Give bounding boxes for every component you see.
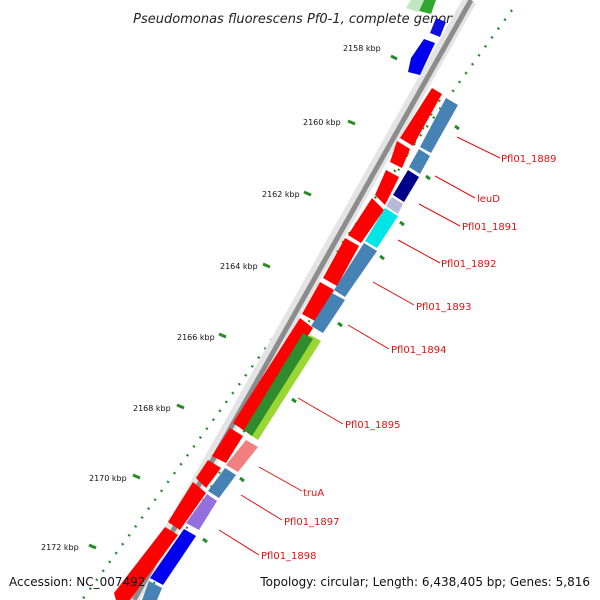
strand-tick [399, 220, 405, 227]
cds-feature [196, 460, 221, 488]
cds-feature [400, 88, 442, 146]
tick-mark [132, 473, 141, 480]
gene-label: Pfl01_1889 [501, 154, 557, 165]
strand-tick [454, 124, 460, 131]
cds-feature [323, 238, 359, 286]
forward-strand-features [114, 88, 442, 600]
cds-feature [226, 440, 258, 472]
cds-feature [311, 293, 345, 333]
cds-feature [168, 482, 206, 530]
reverse-strand-features [142, 98, 458, 600]
strand-tick [291, 397, 297, 404]
cds-feature [409, 149, 430, 174]
gene-label: leuD [477, 194, 500, 205]
leader-line [434, 175, 476, 199]
cds-feature [114, 527, 178, 600]
leader-line [418, 203, 461, 227]
cds-feature [408, 39, 435, 75]
leader-line [347, 324, 390, 350]
strand-tick [425, 174, 431, 181]
tick-label: 2164 kbp [220, 262, 258, 271]
cds-feature [233, 318, 313, 432]
cds-feature [419, 0, 436, 14]
cds-feature [348, 198, 384, 243]
genome-summary: Topology: circular; Length: 6,438,405 bp… [259, 575, 590, 589]
gene-label: Pfl01_1893 [416, 302, 472, 313]
cds-feature [186, 494, 217, 530]
gene-label: Pfl01_1895 [345, 420, 401, 431]
cds-feature [208, 468, 236, 498]
cds-feature [390, 141, 410, 168]
cds-feature [212, 428, 243, 463]
cds-feature [375, 170, 399, 205]
cds-feature [244, 333, 313, 436]
strand-tick [239, 476, 245, 483]
strand-ticks [202, 124, 460, 544]
leader-line [240, 494, 283, 521]
map-title: Pseudomonas fluorescens Pf0-1, complete … [133, 12, 467, 27]
cds-feature [302, 282, 334, 322]
cds-feature [334, 243, 377, 297]
tick-label: 2162 kbp [262, 190, 300, 199]
tick-mark [347, 119, 356, 126]
strand-tick [379, 254, 385, 261]
cds-feature [365, 208, 398, 248]
tick-label: 2158 kbp [343, 44, 381, 53]
tick-label: 2172 kbp [41, 543, 79, 552]
tick-mark [176, 403, 185, 410]
leader-line [372, 281, 415, 306]
cds-feature [150, 529, 196, 585]
cds-feature [386, 197, 403, 214]
gene-label: Pfl01_1897 [284, 517, 340, 528]
tick-mark [390, 54, 398, 61]
tick-label: 2160 kbp [303, 118, 341, 127]
leader-line [397, 239, 441, 264]
outer-dotted-ring [80, 9, 514, 600]
cds-feature [393, 170, 419, 202]
strand-tick [202, 537, 208, 544]
leader-line [258, 466, 303, 492]
gene-label: Pfl01_1898 [261, 551, 317, 562]
gene-label: Pfl01_1892 [441, 259, 497, 270]
gene-label: Pfl01_1891 [462, 222, 518, 233]
gene-label: Pfl01_1894 [391, 345, 447, 356]
tick-label: 2168 kbp [133, 404, 171, 413]
accession-text: Accession: NC_007492 [9, 575, 145, 589]
cds-feature [430, 18, 446, 37]
strand-tick [337, 321, 343, 328]
tick-mark [262, 262, 271, 269]
label-leaders [218, 136, 501, 556]
tick-mark [88, 543, 97, 550]
cds-feature [142, 581, 162, 600]
major-ticks [88, 54, 398, 550]
cds-feature [406, 0, 424, 12]
leader-line [218, 529, 260, 556]
tick-label: 2166 kbp [177, 333, 215, 342]
leader-line [297, 397, 344, 425]
leader-line [456, 136, 501, 159]
tick-mark [303, 190, 312, 197]
tick-label: 2170 kbp [89, 474, 127, 483]
gene-label: truA [303, 488, 324, 499]
cds-feature [420, 98, 458, 153]
tick-mark [218, 332, 227, 339]
